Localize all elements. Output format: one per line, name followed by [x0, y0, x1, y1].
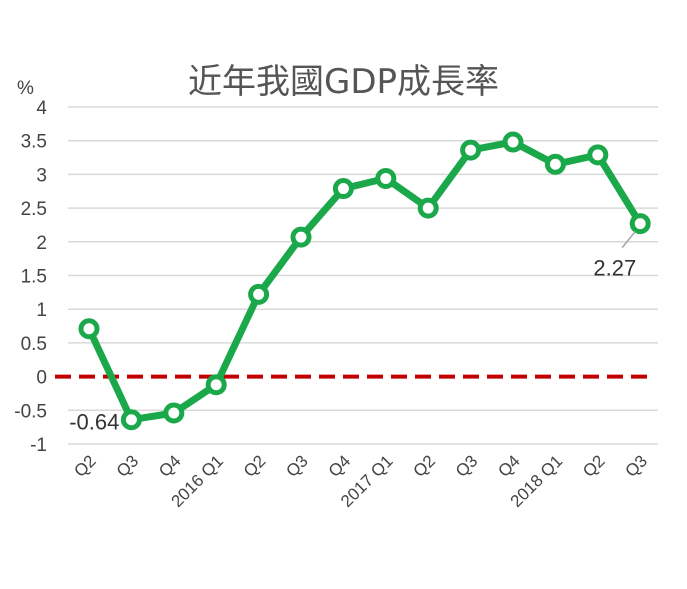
data-point [417, 197, 439, 219]
data-point [120, 409, 142, 431]
data-point [78, 318, 100, 340]
x-tick-label: Q2 [240, 451, 269, 480]
data-point [290, 226, 312, 248]
x-tick-label: Q4 [494, 451, 523, 480]
x-tick-label: Q2 [410, 451, 439, 480]
data-point [332, 178, 354, 200]
data-point [163, 402, 185, 424]
data-labels: -0.64 2.27 [69, 231, 636, 435]
data-point [629, 213, 651, 235]
data-points [78, 131, 651, 431]
series-line [85, 138, 644, 424]
y-tick-label: 3.5 [21, 132, 47, 153]
y-tick-label: -1 [30, 435, 47, 456]
data-point [587, 144, 609, 166]
x-tick-label: Q4 [325, 451, 354, 480]
y-tick-label: 1 [36, 300, 47, 321]
data-point [544, 153, 566, 175]
data-point [205, 374, 227, 396]
x-tick-label: Q3 [113, 451, 142, 480]
x-tick-label: Q2 [70, 451, 99, 480]
y-unit-label: % [17, 78, 34, 99]
chart-title: 近年我國GDP成長率 [187, 62, 500, 102]
y-tick-label: 2.5 [21, 199, 47, 220]
data-point [502, 131, 524, 153]
y-tick-label: 2 [36, 233, 47, 254]
x-tick-label: Q4 [155, 451, 184, 480]
data-point [375, 167, 397, 189]
y-tick-label: -0.5 [14, 401, 47, 422]
data-point [248, 283, 270, 305]
data-point [460, 139, 482, 161]
data-label-leader [621, 231, 636, 249]
y-tick-label: 4 [36, 98, 47, 119]
x-tick-label: Q3 [622, 451, 651, 480]
y-tick-label: 0 [36, 368, 47, 389]
y-tick-label: 3 [36, 165, 47, 186]
data-label: 2.27 [593, 256, 636, 281]
y-tick-label: 0.5 [21, 334, 47, 355]
y-axis-ticks: -1 -0.5 0 0.5 1 1.5 2 2.5 3 3.5 4 [14, 98, 47, 456]
y-tick-label: 1.5 [21, 267, 47, 288]
x-tick-label: Q2 [579, 451, 608, 480]
x-tick-label: Q3 [452, 451, 481, 480]
gridlines [68, 106, 658, 445]
data-label: -0.64 [69, 410, 119, 435]
x-tick-label: Q3 [282, 451, 311, 480]
